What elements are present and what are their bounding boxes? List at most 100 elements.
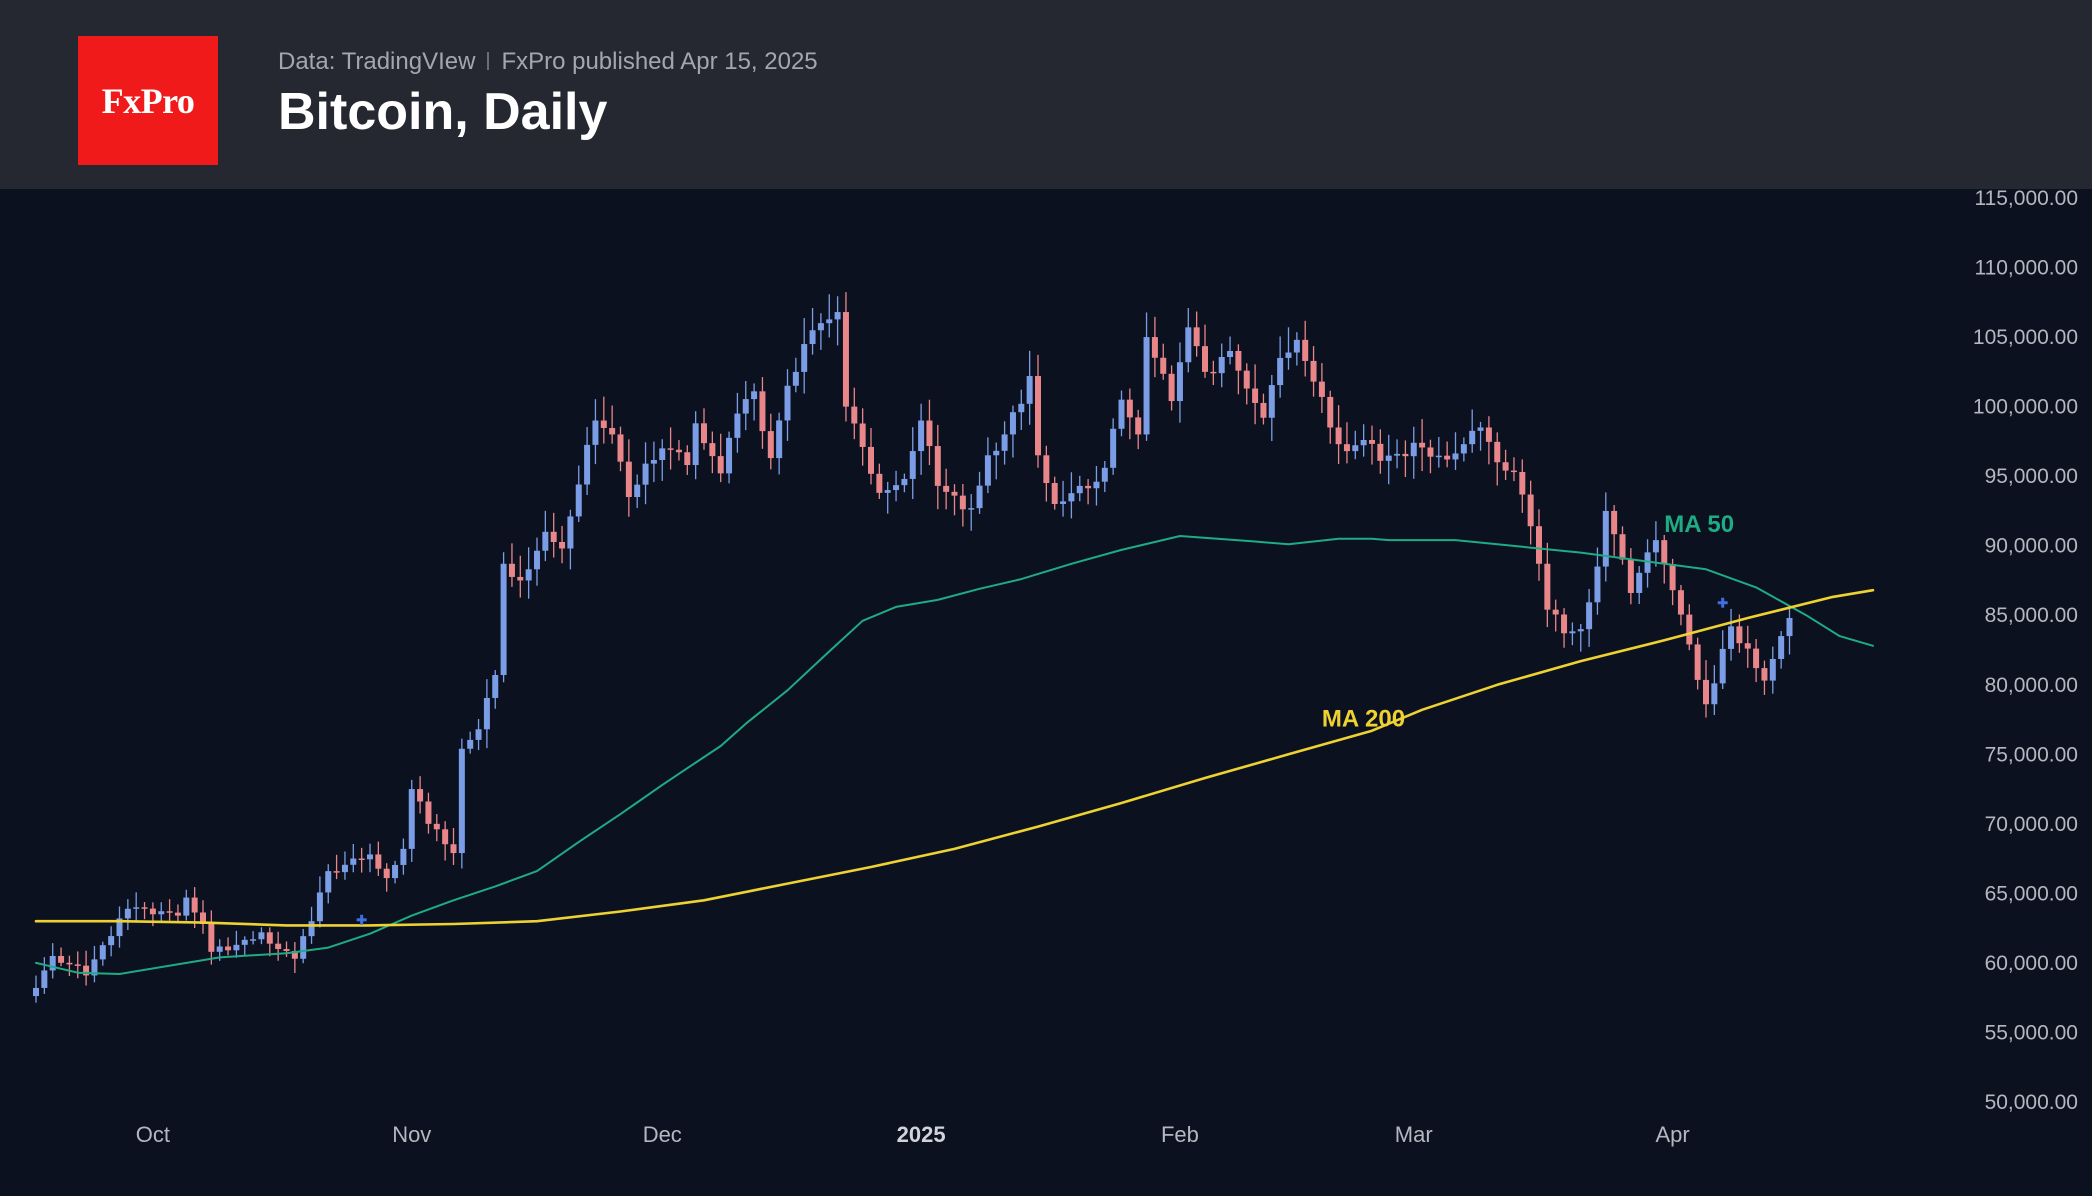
- candle-body: [1335, 427, 1342, 445]
- candle: [675, 440, 682, 461]
- candle-body: [776, 420, 783, 459]
- candle-body: [1377, 443, 1384, 461]
- candle: [909, 427, 916, 500]
- candle: [742, 381, 749, 431]
- candle-body: [1310, 360, 1317, 382]
- cross-markers: [356, 597, 1728, 925]
- candle: [1369, 425, 1375, 465]
- candle: [1510, 457, 1517, 482]
- y-tick-label: 100,000.00: [1973, 396, 2078, 419]
- candle-body: [742, 399, 749, 414]
- candle-body: [609, 428, 616, 435]
- candle-body: [216, 946, 223, 952]
- candle-body: [1369, 439, 1375, 444]
- candles: [33, 292, 1793, 1003]
- candle-body: [108, 936, 115, 946]
- candle-body: [1026, 376, 1033, 404]
- candle: [1502, 449, 1509, 481]
- candle: [784, 369, 791, 441]
- candle: [968, 494, 975, 531]
- candle: [1302, 320, 1309, 377]
- candle-body: [116, 918, 123, 937]
- x-tick-label: Mar: [1395, 1122, 1433, 1147]
- candle: [1719, 630, 1726, 689]
- candle: [458, 738, 465, 869]
- candle-body: [709, 443, 716, 457]
- candle: [83, 950, 90, 986]
- candle-body: [717, 456, 724, 474]
- candle-body: [1485, 427, 1492, 442]
- candle-body: [1268, 385, 1275, 418]
- candle: [1444, 441, 1451, 468]
- candle-body: [592, 420, 599, 445]
- candle: [934, 424, 941, 510]
- candle: [709, 431, 716, 474]
- candle-body: [642, 463, 649, 485]
- candle: [1611, 505, 1618, 556]
- candle: [859, 408, 866, 466]
- candle-body: [124, 908, 131, 919]
- candle-body: [1677, 590, 1684, 615]
- candle-body: [225, 946, 232, 951]
- candle-body: [934, 446, 941, 486]
- candle: [258, 927, 265, 945]
- candle-body: [1402, 453, 1409, 457]
- candle: [350, 843, 357, 873]
- candle-body: [450, 844, 457, 854]
- candle: [1210, 360, 1217, 386]
- header-bar: FxPro Data: TradingVIew FxPro published A…: [0, 0, 2092, 189]
- candle-body: [1118, 399, 1125, 429]
- x-tick-label: Apr: [1655, 1122, 1689, 1147]
- candle-body: [817, 323, 824, 331]
- candle: [1327, 390, 1334, 444]
- y-tick-label: 75,000.00: [1985, 743, 2078, 766]
- candle-body: [458, 748, 465, 854]
- candle: [659, 439, 666, 481]
- candle-body: [1018, 403, 1025, 413]
- candle-body: [567, 516, 574, 549]
- publisher: FxPro published Apr 15, 2025: [501, 48, 818, 75]
- data-source: Data: TradingVIew: [278, 48, 476, 75]
- candle: [383, 863, 390, 892]
- candle: [901, 473, 908, 493]
- candle-body: [1385, 455, 1392, 461]
- candle: [1235, 344, 1242, 395]
- candle-body: [525, 569, 532, 581]
- candle-body: [600, 420, 607, 429]
- candle: [250, 931, 257, 945]
- candle-body: [1235, 350, 1242, 371]
- candle: [99, 941, 106, 966]
- candle-body: [433, 823, 440, 830]
- candle-body: [99, 945, 106, 960]
- candle: [726, 431, 733, 484]
- candle: [1335, 405, 1342, 464]
- y-tick-label: 65,000.00: [1985, 882, 2078, 905]
- candle-body: [692, 423, 699, 466]
- candle-body: [650, 460, 657, 464]
- candle: [667, 427, 674, 470]
- candle-body: [1744, 643, 1751, 649]
- candle-body: [1076, 485, 1083, 494]
- candle-body: [1068, 493, 1075, 502]
- candle: [333, 854, 340, 880]
- candle-body: [200, 912, 206, 924]
- candle-body: [1277, 357, 1284, 386]
- candle-body: [1419, 442, 1426, 448]
- candle-body: [1736, 626, 1743, 644]
- candle: [759, 377, 766, 449]
- candle: [492, 670, 499, 709]
- candle: [1552, 599, 1559, 632]
- candle-body: [133, 907, 140, 909]
- candle-body: [1168, 373, 1175, 402]
- candle: [116, 906, 123, 948]
- candle: [984, 437, 991, 494]
- death-cross-marker-icon: [1717, 597, 1728, 608]
- candle: [91, 945, 98, 983]
- candle: [893, 470, 900, 502]
- candle-body: [1202, 346, 1208, 372]
- candle: [108, 926, 115, 957]
- candle: [208, 910, 215, 965]
- candle: [225, 937, 232, 956]
- candle: [33, 975, 39, 1003]
- candle-body: [291, 950, 298, 959]
